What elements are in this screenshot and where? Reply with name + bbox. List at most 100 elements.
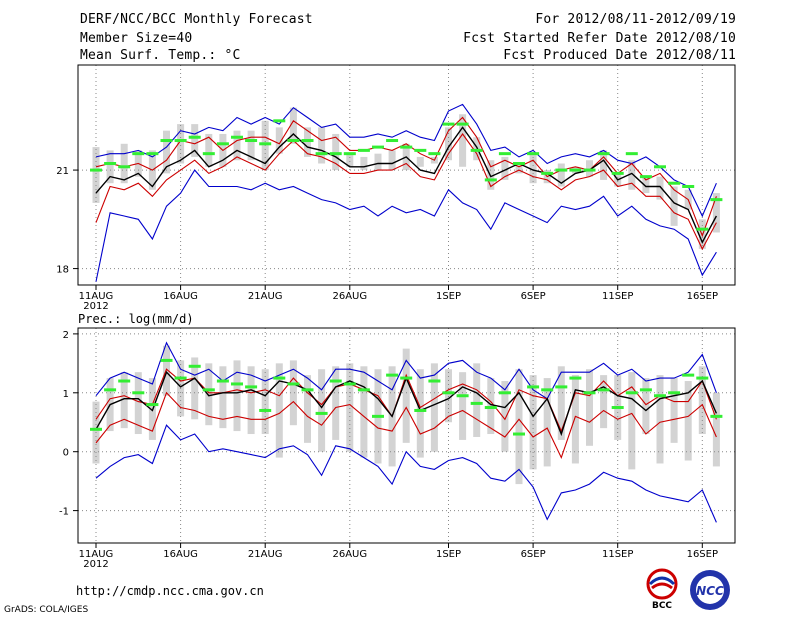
spread-box — [571, 375, 579, 464]
spread-box — [642, 176, 650, 194]
chart-title: DERF/NCC/BCC Monthly Forecast — [80, 12, 313, 27]
spread-box — [233, 360, 241, 432]
spread-box — [642, 378, 650, 435]
forecast-marker — [498, 391, 511, 395]
spread-box — [247, 366, 255, 435]
spread-box — [473, 137, 481, 161]
forecast-marker — [710, 198, 723, 202]
spread-box — [120, 143, 128, 184]
spread-box — [416, 156, 424, 167]
forecast-marker — [132, 391, 145, 395]
x-tick-label: 16AUG — [163, 291, 198, 302]
forecast-marker — [231, 135, 243, 139]
spread-box — [501, 381, 509, 452]
forecast-marker — [90, 427, 102, 431]
forecast-marker — [668, 181, 681, 185]
spread-box — [191, 357, 199, 420]
spread-box — [304, 127, 311, 157]
forecast-marker — [625, 152, 638, 156]
spread-box — [684, 381, 692, 461]
forecast-marker — [625, 391, 638, 395]
spread-box — [205, 133, 213, 167]
series-line-min — [95, 424, 717, 523]
spread-box — [318, 369, 326, 452]
spread-box — [430, 363, 438, 452]
forecast-marker — [329, 152, 342, 156]
spread-box — [712, 392, 720, 467]
spread-box — [515, 163, 523, 174]
series-line-lower — [95, 391, 717, 460]
forecast-marker — [428, 379, 441, 383]
forecast-marker — [583, 391, 596, 395]
forecast-marker — [315, 411, 328, 415]
forecast-marker — [357, 148, 370, 152]
spread-box — [501, 156, 509, 180]
spread-box — [445, 369, 452, 423]
spread-box — [275, 363, 283, 458]
forecast-marker — [639, 175, 652, 179]
spread-box — [557, 366, 565, 440]
x-tick-label: 26AUG — [332, 549, 367, 560]
forecast-marker — [654, 394, 666, 398]
spread-box — [106, 150, 114, 184]
forecast-marker — [372, 414, 384, 418]
forecast-marker — [174, 139, 187, 143]
forecast-marker — [414, 148, 427, 152]
forecast-marker — [597, 152, 610, 156]
x-tick-label: 16AUG — [163, 549, 198, 560]
spread-box — [205, 363, 213, 426]
member-size: Member Size=40 — [80, 31, 193, 46]
forecast-marker — [174, 376, 187, 380]
spread-box — [459, 372, 467, 440]
forecast-marker — [301, 139, 314, 143]
forecast-marker — [259, 408, 272, 412]
forecast-marker — [400, 145, 413, 149]
forecast-marker — [386, 139, 399, 143]
forecast-marker — [696, 227, 709, 231]
y-tick-label: 1 — [63, 389, 69, 400]
x-tick-label: 1SEP — [436, 549, 461, 560]
plot-frame — [77, 64, 736, 286]
forecast-marker — [259, 142, 272, 146]
forecast-marker — [682, 184, 695, 188]
y-tick-label: -1 — [59, 507, 69, 518]
x-tick-label: 1SEP — [436, 291, 461, 302]
forecast-marker — [611, 171, 624, 175]
forecast-marker — [273, 376, 286, 380]
forecast-marker — [513, 162, 525, 166]
plot-frame — [77, 327, 736, 544]
spread-box — [134, 372, 142, 435]
spread-box — [529, 375, 537, 470]
spread-box — [628, 160, 636, 190]
spread-box — [586, 160, 593, 177]
forecast-marker — [583, 168, 596, 172]
spread-box — [515, 369, 523, 485]
forecast-marker — [710, 414, 723, 418]
spread-box — [289, 107, 297, 144]
forecast-marker — [202, 152, 215, 156]
spread-box — [374, 153, 382, 171]
spread-box — [92, 147, 100, 203]
spread-box — [219, 366, 227, 429]
forecast-marker — [555, 385, 568, 389]
spread-box — [261, 369, 269, 435]
spread-box — [275, 127, 283, 154]
spread-box — [712, 193, 720, 233]
spread-box — [318, 127, 326, 164]
forecast-marker — [442, 391, 455, 395]
series-line-max — [95, 341, 717, 400]
spread-box — [360, 156, 368, 171]
forecast-period: For 2012/08/11-2012/09/19 — [535, 12, 736, 27]
forecast-marker — [639, 388, 652, 392]
x-tick-label: 6SEP — [521, 549, 546, 560]
website-link[interactable]: http://cmdp.ncc.cma.gov.cn — [76, 584, 264, 598]
forecast-marker — [470, 401, 483, 405]
forecast-marker — [160, 139, 173, 143]
forecast-marker — [202, 388, 215, 392]
spread-box — [304, 375, 311, 443]
forecast-marker — [231, 382, 243, 386]
spread-box — [628, 372, 636, 470]
forecast-marker — [216, 142, 229, 146]
forecast-marker — [132, 152, 145, 156]
forecast-marker — [456, 394, 469, 398]
